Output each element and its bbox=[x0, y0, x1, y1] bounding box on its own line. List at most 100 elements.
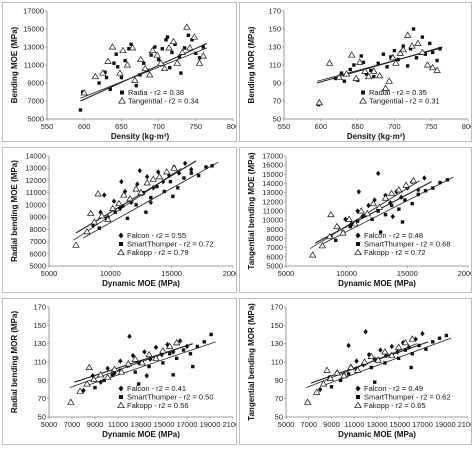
data-point bbox=[98, 212, 106, 219]
data-point bbox=[395, 186, 403, 193]
data-point bbox=[201, 45, 205, 49]
data-point bbox=[116, 69, 124, 76]
y-tick-label: 13000 bbox=[23, 43, 44, 52]
data-point bbox=[325, 59, 334, 66]
data-point bbox=[148, 46, 157, 54]
y-axis-title: Radial bending MOR (MPa) bbox=[10, 311, 19, 414]
data-point bbox=[352, 63, 356, 67]
data-point bbox=[86, 209, 95, 216]
x-axis-title: Density (kg·m³) bbox=[111, 132, 170, 141]
y-tick-label: 7000 bbox=[27, 97, 44, 106]
data-point bbox=[433, 66, 441, 73]
legend-label: Fakopp - r2 = 0.65 bbox=[364, 401, 426, 410]
data-point bbox=[149, 53, 153, 57]
series-triangle bbox=[72, 164, 182, 248]
legend-marker bbox=[356, 395, 360, 399]
data-point bbox=[210, 164, 214, 168]
data-point bbox=[389, 55, 393, 59]
data-point bbox=[347, 363, 355, 370]
data-point bbox=[174, 356, 179, 361]
data-point bbox=[420, 35, 425, 39]
data-point bbox=[118, 358, 123, 364]
data-point bbox=[144, 210, 148, 214]
data-point bbox=[424, 347, 428, 351]
y-tick-label: 110 bbox=[271, 358, 283, 367]
data-point bbox=[312, 388, 321, 395]
data-point bbox=[127, 47, 131, 51]
y-tick-label: 70 bbox=[273, 97, 281, 106]
data-point bbox=[152, 354, 160, 361]
x-tick-label: 15000 bbox=[161, 269, 182, 278]
data-point bbox=[161, 361, 165, 365]
data-point bbox=[338, 378, 343, 383]
legend-marker bbox=[355, 232, 361, 239]
x-tick-label: 700 bbox=[388, 122, 401, 131]
data-point bbox=[363, 329, 368, 335]
data-point bbox=[372, 75, 376, 79]
data-point bbox=[392, 59, 400, 66]
data-point bbox=[164, 38, 168, 42]
data-point bbox=[156, 57, 161, 62]
chart-svg: 5000 6000 7000 8000 9000 10000 11000 12000 13000… bbox=[10, 152, 243, 289]
trend-line bbox=[80, 47, 208, 99]
y-tick-label: 170 bbox=[268, 7, 281, 16]
data-point bbox=[364, 72, 369, 76]
data-point bbox=[137, 167, 142, 174]
data-point bbox=[126, 194, 134, 202]
data-point bbox=[445, 178, 450, 182]
data-point bbox=[423, 61, 432, 68]
data-point bbox=[416, 192, 420, 197]
legend-marker bbox=[361, 90, 365, 95]
y-tick-label: 5000 bbox=[27, 115, 44, 124]
x-tick-label: 5000 bbox=[41, 269, 58, 278]
x-tick-label: 7000 bbox=[64, 420, 81, 429]
data-point bbox=[333, 369, 341, 376]
data-point bbox=[356, 58, 364, 65]
y-tick-label: 90 bbox=[273, 79, 281, 88]
y-tick-label: 14000 bbox=[25, 152, 46, 161]
x-tick-label: 13000 bbox=[131, 420, 152, 429]
data-point bbox=[352, 74, 360, 81]
y-tick-label: 150 bbox=[270, 321, 283, 330]
legend-label: SmartThumper - r2 = 0.62 bbox=[364, 393, 451, 402]
chart-panel-dynamic-tangential-mor: 50 70 90 110 130 150 170 5000 7000 9000 11000 13000… bbox=[239, 298, 474, 445]
data-point bbox=[104, 57, 112, 64]
data-point bbox=[409, 176, 418, 184]
y-tick-label: 5000 bbox=[266, 262, 283, 271]
data-point bbox=[355, 219, 360, 223]
series-triangle bbox=[315, 31, 443, 106]
chart-panel-dynamic-radial-moe: 5000 6000 7000 8000 9000 10000 11000 12000 13000… bbox=[2, 147, 243, 293]
data-point bbox=[403, 198, 407, 202]
data-point bbox=[83, 227, 91, 235]
data-point bbox=[357, 207, 365, 214]
data-point bbox=[361, 67, 369, 74]
legend-label: Radia - r2 = 0.38 bbox=[128, 88, 184, 97]
data-point bbox=[98, 209, 103, 215]
data-point bbox=[348, 67, 352, 72]
data-point bbox=[408, 335, 416, 342]
data-point bbox=[189, 166, 194, 173]
legend-marker bbox=[354, 401, 362, 409]
x-tick-label: 11000 bbox=[344, 420, 364, 429]
x-axis-title: Dynamic MOE (MPa) bbox=[102, 279, 180, 288]
legend-label: Tangential - r2 = 0.31 bbox=[369, 97, 440, 106]
chart-panel-dynamic-radial-mor: 50 70 90 110 130 150 170 5000 7000 9000 11000 13000… bbox=[2, 298, 243, 445]
data-point bbox=[199, 52, 207, 59]
series-triangle bbox=[67, 338, 182, 405]
y-tick-label: 90 bbox=[275, 376, 283, 385]
y-tick-label: 7000 bbox=[266, 243, 283, 252]
data-point bbox=[143, 179, 151, 186]
x-tick-label: 21000 bbox=[458, 420, 471, 429]
chart-panel-dynamic-tangential-moe: 5000 6000 7000 8000 9000 10000 11000 12000 13000… bbox=[239, 147, 474, 293]
data-point bbox=[165, 35, 170, 39]
data-point bbox=[396, 49, 405, 56]
data-point bbox=[85, 363, 93, 370]
legend-marker bbox=[355, 385, 361, 392]
data-point bbox=[104, 215, 112, 223]
data-point bbox=[364, 72, 373, 80]
data-point bbox=[392, 48, 397, 53]
data-point bbox=[402, 181, 410, 188]
data-point bbox=[378, 230, 383, 234]
x-tick-label: 15000 bbox=[397, 269, 418, 278]
data-point bbox=[160, 64, 169, 72]
